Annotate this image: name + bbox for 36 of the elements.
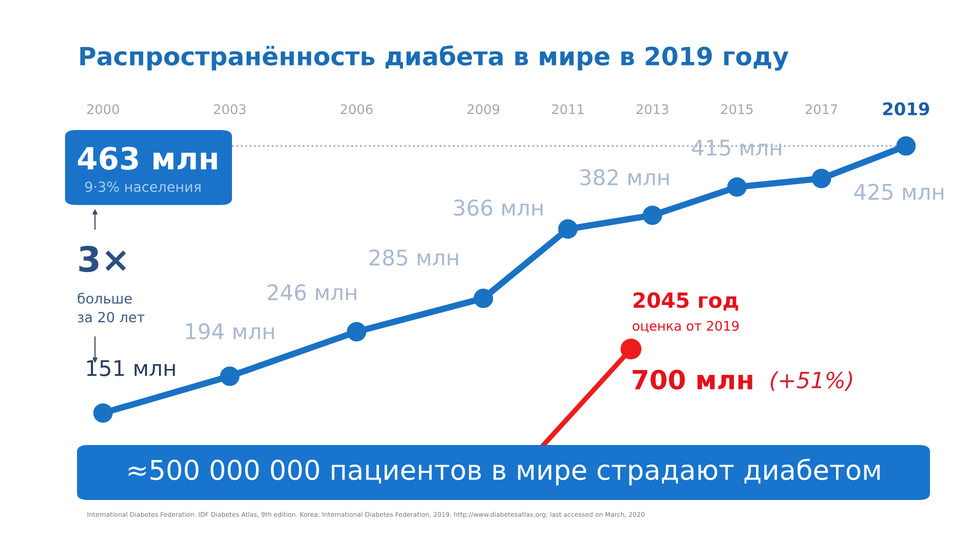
data-label: 151 млн <box>87 360 175 376</box>
x-tick-label: 2019 <box>883 102 930 116</box>
text: ≈500 000 000 пациентов в мире страдают диабетом <box>128 458 880 486</box>
x-tick-label: 2015 <box>721 104 753 114</box>
point <box>642 206 662 226</box>
data-label: 194 млн <box>186 323 274 340</box>
annotation: (+51%) <box>770 371 852 392</box>
data-label: 366 млн <box>454 200 542 216</box>
data-label: 285 млн <box>370 249 458 266</box>
point <box>727 177 747 197</box>
data-label: 246 млн <box>268 284 356 300</box>
x-tick-label: 2006 <box>340 104 373 114</box>
x-tick-label: 2000 <box>87 104 119 114</box>
point <box>558 219 578 239</box>
point <box>474 288 494 308</box>
annotation: 2045 год <box>634 292 738 311</box>
x-tick-label: 2003 <box>214 104 246 114</box>
x-tick-label: 2017 <box>806 104 838 114</box>
annotation: оценка от 2019 <box>632 320 739 332</box>
x-tick-label: 2013 <box>636 104 668 114</box>
point <box>93 403 113 423</box>
data-label: 415 млн <box>692 140 781 156</box>
annotation: больше за 20 лет <box>78 292 145 322</box>
x-tick-label: 2011 <box>552 104 584 114</box>
point <box>220 366 240 386</box>
annotation: 3× <box>79 246 126 272</box>
point <box>896 136 916 156</box>
annotation: 700 млн <box>632 370 752 390</box>
x-tick-label: 2009 <box>468 104 500 114</box>
data-label: 382 млн <box>580 169 669 186</box>
chart-title: Распространённость диабета в мире в 2019 году <box>80 45 788 71</box>
point <box>812 168 832 188</box>
point <box>346 322 366 342</box>
annotation: 9·3% населения <box>85 182 200 192</box>
ref-line-label: 463 млн <box>78 146 217 170</box>
data-label: 425 млн <box>854 184 944 200</box>
